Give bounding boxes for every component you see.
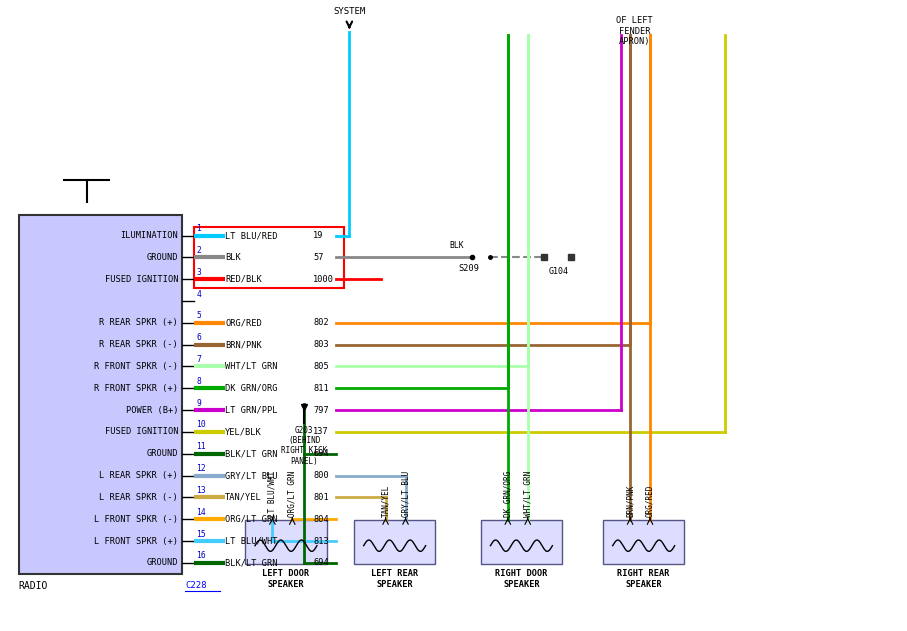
Text: BLK: BLK	[225, 253, 241, 262]
Text: LT GRN/PPL: LT GRN/PPL	[225, 406, 278, 415]
Text: BRN/PNK: BRN/PNK	[626, 485, 635, 517]
Text: 137: 137	[313, 427, 329, 437]
Text: 8: 8	[196, 377, 201, 386]
FancyBboxPatch shape	[245, 520, 327, 564]
Text: 15: 15	[196, 529, 206, 539]
Text: BRN/PNK: BRN/PNK	[225, 340, 262, 349]
Text: SYSTEM: SYSTEM	[333, 8, 366, 16]
Text: G104: G104	[549, 267, 569, 276]
Text: YEL/BLK: YEL/BLK	[225, 427, 262, 437]
Text: 694: 694	[313, 449, 329, 458]
Text: 10: 10	[196, 420, 206, 430]
Text: 800: 800	[313, 471, 329, 480]
Text: 11: 11	[196, 442, 206, 451]
Text: L REAR SPKR (-): L REAR SPKR (-)	[100, 493, 178, 502]
Text: GRY/LT BLU: GRY/LT BLU	[401, 471, 410, 517]
Text: 5: 5	[196, 311, 201, 321]
Text: 14: 14	[196, 508, 206, 517]
Text: 6: 6	[196, 333, 201, 342]
Text: L REAR SPKR (+): L REAR SPKR (+)	[100, 471, 178, 480]
Text: L FRONT SPKR (+): L FRONT SPKR (+)	[94, 536, 178, 546]
Text: 12: 12	[196, 464, 206, 473]
FancyBboxPatch shape	[354, 520, 435, 564]
Text: 3: 3	[196, 268, 201, 276]
Text: RIGHT REAR
SPEAKER: RIGHT REAR SPEAKER	[618, 569, 670, 589]
Text: BLK/LT GRN: BLK/LT GRN	[225, 449, 278, 458]
Text: 2: 2	[196, 246, 201, 255]
Text: LEFT REAR
SPEAKER: LEFT REAR SPEAKER	[371, 569, 418, 589]
FancyBboxPatch shape	[603, 520, 685, 564]
Text: LEFT DOOR
SPEAKER: LEFT DOOR SPEAKER	[262, 569, 309, 589]
Text: RED/BLK: RED/BLK	[225, 274, 262, 284]
Text: 1000: 1000	[313, 274, 334, 284]
Text: ORG/LT GRN: ORG/LT GRN	[288, 471, 297, 517]
Text: TAN/YEL: TAN/YEL	[381, 485, 390, 517]
FancyBboxPatch shape	[481, 520, 562, 564]
Text: 7: 7	[196, 355, 201, 364]
Text: RIGHT DOOR
SPEAKER: RIGHT DOOR SPEAKER	[495, 569, 548, 589]
Text: 1: 1	[196, 224, 201, 233]
Text: FUSED IGNITION: FUSED IGNITION	[104, 274, 178, 284]
Text: GRY/LT BLU: GRY/LT BLU	[225, 471, 278, 480]
Text: LT BLU/WHT: LT BLU/WHT	[268, 471, 277, 517]
Text: LT BLU/RED: LT BLU/RED	[225, 231, 278, 240]
Text: 13: 13	[196, 486, 206, 495]
Text: WHT/LT GRN: WHT/LT GRN	[523, 471, 532, 517]
Text: GROUND: GROUND	[147, 253, 178, 262]
Text: DK GRN/ORG: DK GRN/ORG	[503, 471, 512, 517]
Text: 57: 57	[313, 253, 324, 262]
Text: ORG/RED: ORG/RED	[646, 485, 655, 517]
Text: 801: 801	[313, 493, 329, 502]
Text: ILUMINATION: ILUMINATION	[121, 231, 178, 240]
Text: S209: S209	[458, 264, 479, 273]
Text: GROUND: GROUND	[147, 558, 178, 567]
Text: 803: 803	[313, 340, 329, 349]
Text: DK GRN/ORG: DK GRN/ORG	[225, 384, 278, 393]
Text: BLK/LT GRN: BLK/LT GRN	[225, 558, 278, 567]
Text: R FRONT SPKR (+): R FRONT SPKR (+)	[94, 384, 178, 393]
Text: L FRONT SPKR (-): L FRONT SPKR (-)	[94, 515, 178, 524]
Text: LT BLU/WHT: LT BLU/WHT	[225, 536, 278, 546]
Text: 813: 813	[313, 536, 329, 546]
FancyBboxPatch shape	[19, 215, 181, 574]
Text: ORG/RED: ORG/RED	[225, 319, 262, 327]
Text: RADIO: RADIO	[19, 581, 48, 591]
Text: 4: 4	[196, 290, 201, 298]
Text: G203
(BEHIND
RIGHT KICK
PANEL): G203 (BEHIND RIGHT KICK PANEL)	[281, 426, 327, 466]
Text: 16: 16	[196, 551, 206, 560]
Text: R FRONT SPKR (-): R FRONT SPKR (-)	[94, 362, 178, 371]
Text: GROUND: GROUND	[147, 449, 178, 458]
Text: OF LEFT
FENDER
APRON): OF LEFT FENDER APRON)	[616, 16, 653, 46]
Text: 804: 804	[313, 515, 329, 524]
Text: POWER (B+): POWER (B+)	[126, 406, 178, 415]
Text: C228: C228	[185, 581, 207, 590]
Text: 9: 9	[196, 399, 201, 408]
Text: 805: 805	[313, 362, 329, 371]
Text: ORG/LT GRN: ORG/LT GRN	[225, 515, 278, 524]
Text: 19: 19	[313, 231, 324, 240]
Text: R REAR SPKR (-): R REAR SPKR (-)	[100, 340, 178, 349]
Text: FUSED IGNITION: FUSED IGNITION	[104, 427, 178, 437]
Text: BLK: BLK	[449, 241, 463, 250]
Text: 797: 797	[313, 406, 329, 415]
Text: R REAR SPKR (+): R REAR SPKR (+)	[100, 319, 178, 327]
Text: TAN/YEL: TAN/YEL	[225, 493, 262, 502]
Text: 694: 694	[313, 558, 329, 567]
Text: 811: 811	[313, 384, 329, 393]
Text: 802: 802	[313, 319, 329, 327]
Text: WHT/LT GRN: WHT/LT GRN	[225, 362, 278, 371]
